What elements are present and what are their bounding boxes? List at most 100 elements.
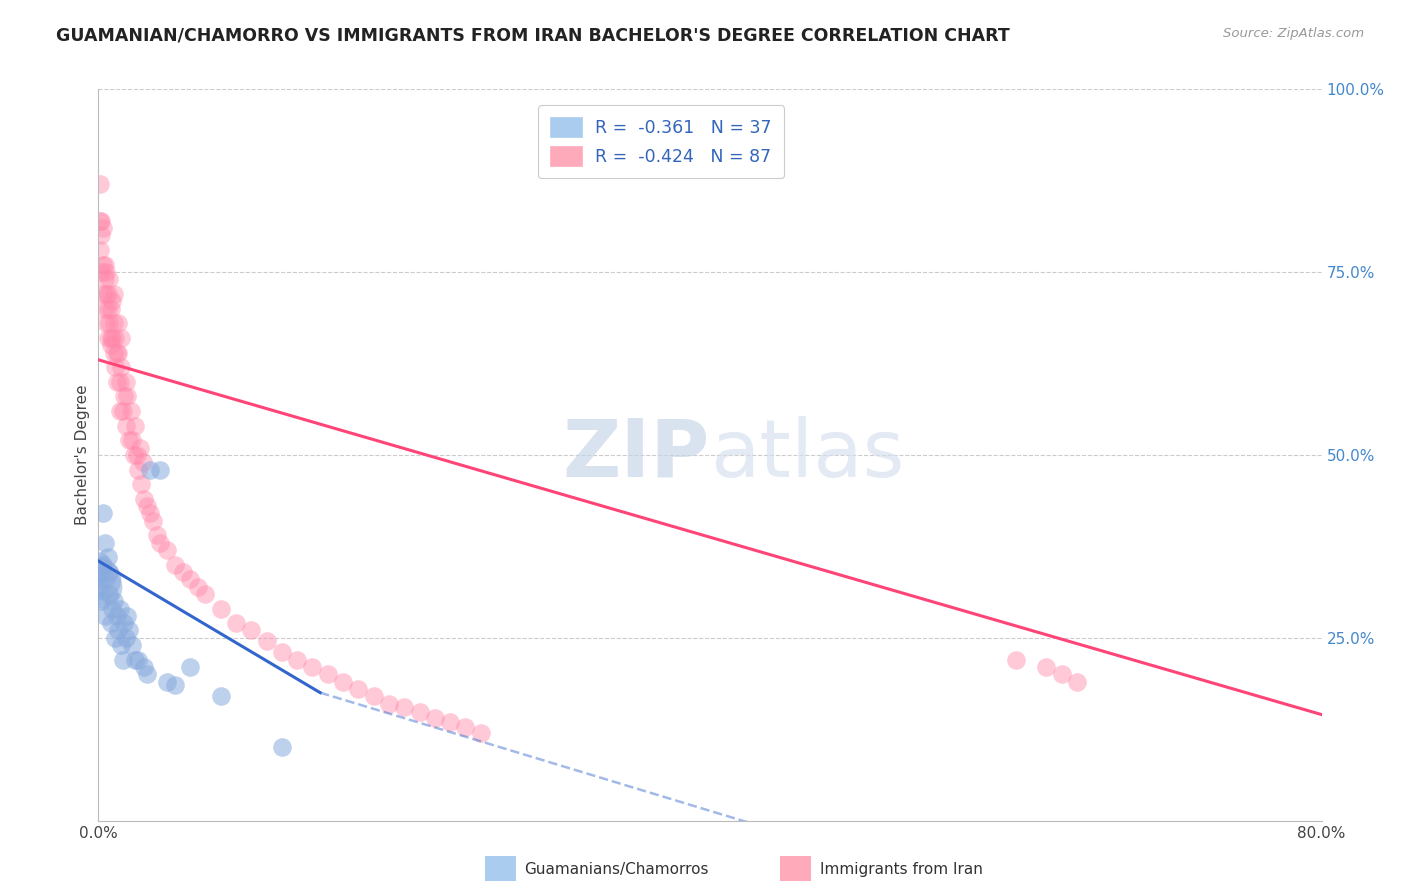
Text: atlas: atlas [710,416,904,494]
Point [89,572,111,586]
Point [225,616,247,631]
Text: ZIP: ZIP [562,416,710,494]
Point [112,616,135,631]
Point [93,608,115,623]
Point [94,316,117,330]
Point [301,660,323,674]
Point [149,462,172,476]
Point [118,624,141,638]
Point [163,678,186,692]
Point [105,608,128,623]
Point [121,638,143,652]
Point [98,565,121,579]
Point [256,634,278,648]
Point [134,491,156,506]
Point [1035,660,1057,674]
Point [98,272,121,286]
Point [128,441,150,455]
Point [423,711,446,725]
Point [101,601,124,615]
Point [107,624,129,638]
Point [470,726,492,740]
Point [209,601,232,615]
Point [103,316,125,330]
Point [90,580,112,594]
Point [103,287,125,301]
Point [108,601,131,615]
Point [101,331,124,345]
Point [132,455,155,469]
Point [108,404,131,418]
Point [139,507,162,521]
Point [91,507,114,521]
Point [363,690,385,704]
Point [110,331,132,345]
Y-axis label: Bachelor's Degree: Bachelor's Degree [75,384,90,525]
Point [179,660,201,674]
Point [91,258,114,272]
Point [179,572,201,586]
Text: Source: ZipAtlas.com: Source: ZipAtlas.com [1223,27,1364,40]
Point [270,645,292,659]
Point [156,543,179,558]
Point [91,558,114,572]
Point [97,301,120,316]
Point [118,434,141,448]
Point [110,360,132,375]
Point [134,660,156,674]
Point [112,389,135,403]
Text: GUAMANIAN/CHAMORRO VS IMMIGRANTS FROM IRAN BACHELOR'S DEGREE CORRELATION CHART: GUAMANIAN/CHAMORRO VS IMMIGRANTS FROM IR… [56,27,1010,45]
Point [187,580,209,594]
Point [93,535,115,549]
Point [103,594,125,608]
Point [90,565,112,579]
Point [194,587,217,601]
Point [127,462,149,476]
Point [408,706,430,720]
Point [121,434,143,448]
Point [97,550,120,565]
Point [97,287,120,301]
Point [136,667,159,681]
Point [209,690,232,704]
Point [1066,674,1088,689]
Point [104,360,127,375]
Point [103,345,125,359]
Point [316,667,339,681]
Point [104,331,127,345]
Point [454,720,477,734]
Point [94,287,117,301]
Point [90,214,112,228]
Point [100,301,122,316]
Point [89,243,111,257]
Point [156,674,179,689]
Point [1050,667,1073,681]
Point [378,697,401,711]
Point [105,375,128,389]
Point [115,375,138,389]
Point [90,265,112,279]
Point [115,631,138,645]
Point [117,389,139,403]
Point [439,714,461,729]
Point [145,528,167,542]
Point [240,624,263,638]
Point [90,594,112,608]
Point [89,580,111,594]
Point [104,631,127,645]
Point [110,638,132,652]
Point [89,214,111,228]
Point [108,375,131,389]
Point [94,265,117,279]
Point [125,448,148,462]
Point [142,514,165,528]
Point [107,345,129,359]
Point [332,674,354,689]
Point [172,565,194,579]
Point [89,554,111,568]
Point [127,653,149,667]
Point [93,272,115,286]
Point [117,608,139,623]
Point [93,301,115,316]
Point [129,477,152,491]
